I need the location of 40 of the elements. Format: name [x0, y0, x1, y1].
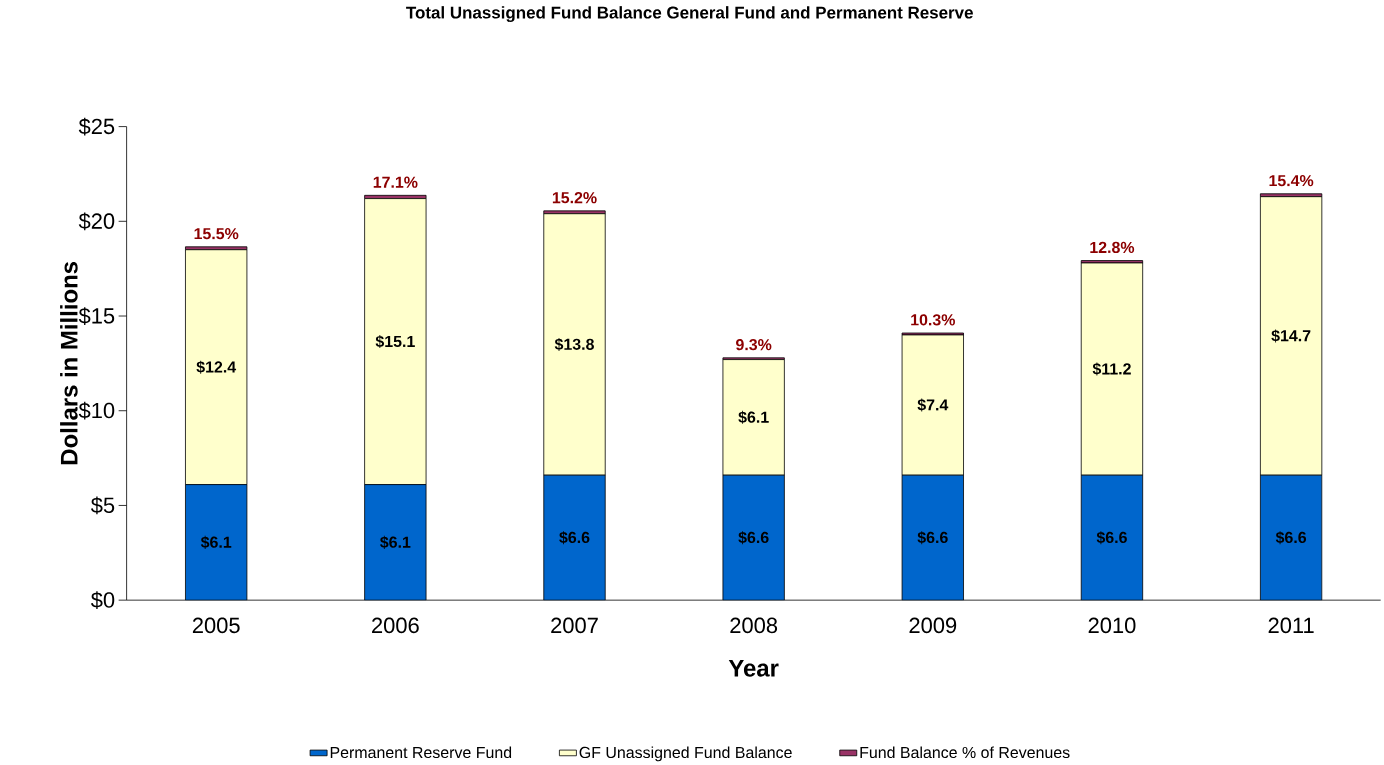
data-label: $7.4 — [917, 398, 949, 412]
data-label: $6.6 — [1275, 531, 1307, 545]
legend-label: GF Unassigned Fund Balance — [579, 746, 792, 762]
y-tick-label: $25 — [78, 117, 115, 136]
data-label: $6.1 — [738, 411, 769, 425]
y-tick-label: $5 — [90, 496, 115, 515]
data-label: 15.4% — [1269, 175, 1314, 187]
data-label: 12.8% — [1090, 241, 1135, 254]
data-label: $6.6 — [1096, 531, 1127, 545]
y-tick-label: $20 — [78, 212, 115, 231]
x-tick-label: 2008 — [730, 617, 778, 634]
data-label: $11.2 — [1092, 362, 1131, 376]
y-tick-label: $10 — [78, 402, 115, 420]
data-label: $6.6 — [917, 531, 948, 545]
chart-title: Total Unassigned Fund Balance General Fund and Permanent Reserve — [406, 6, 973, 23]
data-label: $6.1 — [200, 536, 232, 550]
data-label: $6.6 — [559, 531, 590, 545]
data-label: $13.8 — [554, 338, 594, 352]
data-label: 15.5% — [194, 228, 239, 240]
x-tick-label: 2007 — [551, 617, 598, 634]
y-tick-label: $15 — [78, 307, 115, 326]
data-label: 17.1% — [373, 176, 418, 188]
data-label: $12.4 — [196, 360, 237, 374]
x-axis-title: Year — [728, 660, 779, 677]
y-axis-title: Dollars in Millions — [60, 262, 78, 465]
data-label: 15.2% — [552, 192, 597, 204]
y-tick-label: $0 — [90, 591, 115, 610]
data-label: $6.1 — [380, 536, 411, 550]
legend-label: Permanent Reserve Fund — [330, 746, 512, 759]
x-tick-label: 2009 — [909, 617, 957, 634]
legend-label: Fund Balance % of Revenues — [860, 746, 1070, 759]
data-label: $14.7 — [1271, 329, 1311, 343]
x-tick-label: 2006 — [372, 617, 419, 634]
data-label: $6.6 — [738, 531, 769, 545]
x-tick-label: 2010 — [1088, 617, 1136, 634]
x-tick-label: 2005 — [192, 617, 240, 634]
data-label: $15.1 — [375, 335, 415, 349]
data-label: 10.3% — [911, 314, 955, 326]
data-label: 9.3% — [736, 339, 772, 351]
x-tick-label: 2011 — [1268, 617, 1314, 634]
